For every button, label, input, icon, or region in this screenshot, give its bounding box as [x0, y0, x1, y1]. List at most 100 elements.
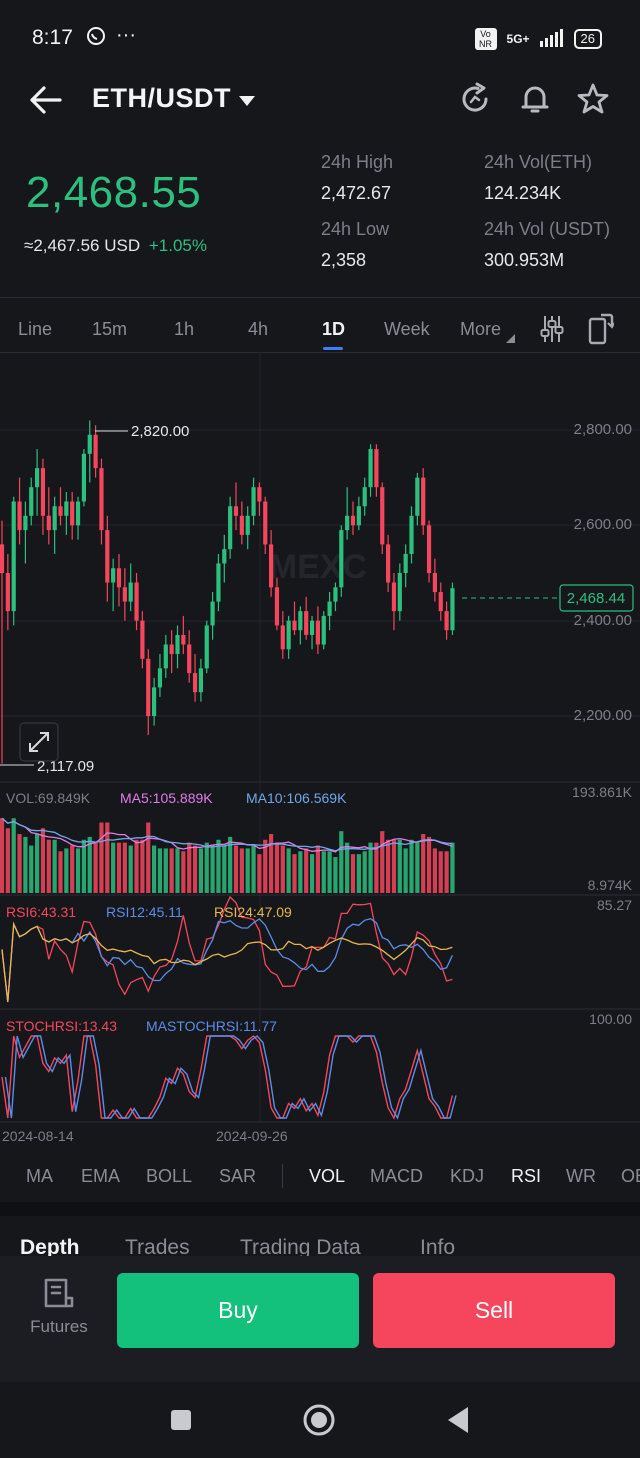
tf-4h[interactable]: 4h [248, 319, 269, 339]
candle-body [216, 563, 221, 602]
tf-week[interactable]: Week [384, 319, 430, 339]
tab-trades[interactable]: Trades [125, 1236, 190, 1258]
volume-bar [391, 839, 397, 893]
bell-icon[interactable] [518, 82, 552, 116]
candle-body [374, 449, 379, 488]
candle-body [444, 611, 449, 631]
ind-ema[interactable]: EMA [81, 1166, 121, 1186]
vol-max-label: 193.861K [572, 784, 633, 800]
ind-obv[interactable]: OBV [621, 1166, 640, 1186]
candle-body [222, 549, 227, 564]
vol-usdt-label: 24h Vol (USDT) [484, 219, 611, 239]
volume-bars [0, 817, 455, 893]
volume-bar [263, 839, 268, 893]
volume-bar [222, 845, 227, 893]
vol-legend: VOL:69.849K [6, 790, 91, 806]
candle-body [269, 544, 274, 588]
volume-bar [269, 834, 274, 893]
candle-body [40, 468, 46, 516]
volume-bar [292, 854, 297, 893]
volume-bar [192, 845, 198, 893]
chart-canvas[interactable]: MEXC 2,800.00 2,600.00 2,400.00 2,200.00… [0, 352, 640, 1152]
stochrsi-legend: STOCHRSI:13.43 [6, 1018, 117, 1034]
tab-depth[interactable]: Depth [20, 1236, 80, 1258]
expand-icon[interactable] [19, 722, 59, 762]
futures-icon [43, 1278, 75, 1312]
ind-boll[interactable]: BOLL [146, 1166, 193, 1186]
volume-bar [169, 848, 174, 893]
volume-bar [432, 848, 437, 893]
volume-bar [116, 842, 122, 893]
candle-body [409, 515, 414, 554]
tf-1d[interactable]: 1D [322, 319, 346, 339]
vol-eth-value: 124.234K [484, 183, 562, 203]
volume-bar [23, 836, 28, 893]
trading-pair-title[interactable]: ETH/USDT [92, 83, 231, 113]
ma10-line [1, 817, 453, 852]
volume-bar [111, 842, 116, 893]
tf-1h[interactable]: 1h [174, 319, 195, 339]
indicator-settings-icon[interactable] [540, 314, 564, 349]
candle-body [233, 506, 239, 516]
volume-bar [87, 836, 92, 893]
landscape-icon[interactable] [588, 313, 615, 350]
volume-bar [251, 845, 256, 893]
ind-rsi[interactable]: RSI [511, 1166, 542, 1186]
volume-bar [93, 842, 98, 893]
ind-ma[interactable]: MA [26, 1166, 53, 1186]
volume-bar [298, 851, 303, 893]
back-arrow-icon[interactable] [26, 80, 66, 120]
rsi-max-label: 85.27 [597, 897, 632, 913]
volume-bar [362, 851, 367, 893]
star-icon[interactable] [576, 82, 610, 116]
chart-grid [0, 352, 640, 1123]
volume-bar [286, 848, 291, 893]
back-nav-icon[interactable] [446, 1406, 470, 1439]
candle-body [75, 501, 81, 526]
tab-info[interactable]: Info [420, 1236, 456, 1258]
tab-trading-data[interactable]: Trading Data [240, 1236, 361, 1258]
candle-body [181, 634, 186, 645]
rsi24-legend: RSI24:47.09 [214, 904, 292, 920]
tf-15m[interactable]: 15m [92, 319, 128, 339]
volume-bar [403, 848, 408, 893]
tf-line[interactable]: Line [18, 319, 53, 339]
ind-kdj[interactable]: KDJ [450, 1166, 485, 1186]
candle-body [70, 501, 75, 526]
ind-sar[interactable]: SAR [219, 1166, 257, 1186]
futures-link[interactable]: Futures [24, 1278, 94, 1337]
chart-watermark: MEXC [269, 548, 367, 586]
volte-icon: Vo NR [474, 28, 497, 50]
candle-body [421, 477, 426, 526]
vol-usdt-value: 300.953M [484, 250, 565, 270]
ind-macd[interactable]: MACD [370, 1166, 423, 1186]
recents-icon[interactable] [170, 1409, 192, 1436]
candle-body [350, 515, 356, 526]
chevron-down-icon[interactable] [238, 94, 256, 112]
ind-vol[interactable]: VOL [309, 1166, 346, 1186]
volume-bar [204, 842, 209, 893]
whatsapp-icon [86, 26, 106, 51]
tf-more[interactable]: More [460, 319, 502, 339]
volume-bar [339, 831, 344, 893]
change-percent: +1.05% [148, 236, 207, 255]
candle-body [315, 620, 320, 645]
candle-body [81, 453, 86, 502]
home-icon[interactable] [302, 1403, 336, 1442]
ind-wr[interactable]: WR [566, 1166, 596, 1186]
timeframe-row: Line 15m 1h 4h 1D Week More [0, 312, 640, 352]
indicator-separator [282, 1164, 283, 1188]
volume-bar [52, 839, 57, 893]
volume-bar [75, 848, 81, 893]
refresh-icon[interactable] [458, 82, 492, 116]
buy-button[interactable]: Buy [117, 1273, 359, 1348]
price-chart[interactable]: MEXC 2,800.00 2,600.00 2,400.00 2,200.00… [0, 352, 640, 1152]
system-nav-bar [0, 1382, 640, 1458]
sell-button[interactable]: Sell [373, 1273, 615, 1348]
candle-body [169, 644, 174, 655]
volume-bar [181, 851, 186, 893]
candle-body [321, 615, 326, 645]
high-marker-label: 2,820.00 [131, 423, 189, 440]
volume-bar [450, 842, 455, 893]
candle-body [64, 501, 69, 516]
